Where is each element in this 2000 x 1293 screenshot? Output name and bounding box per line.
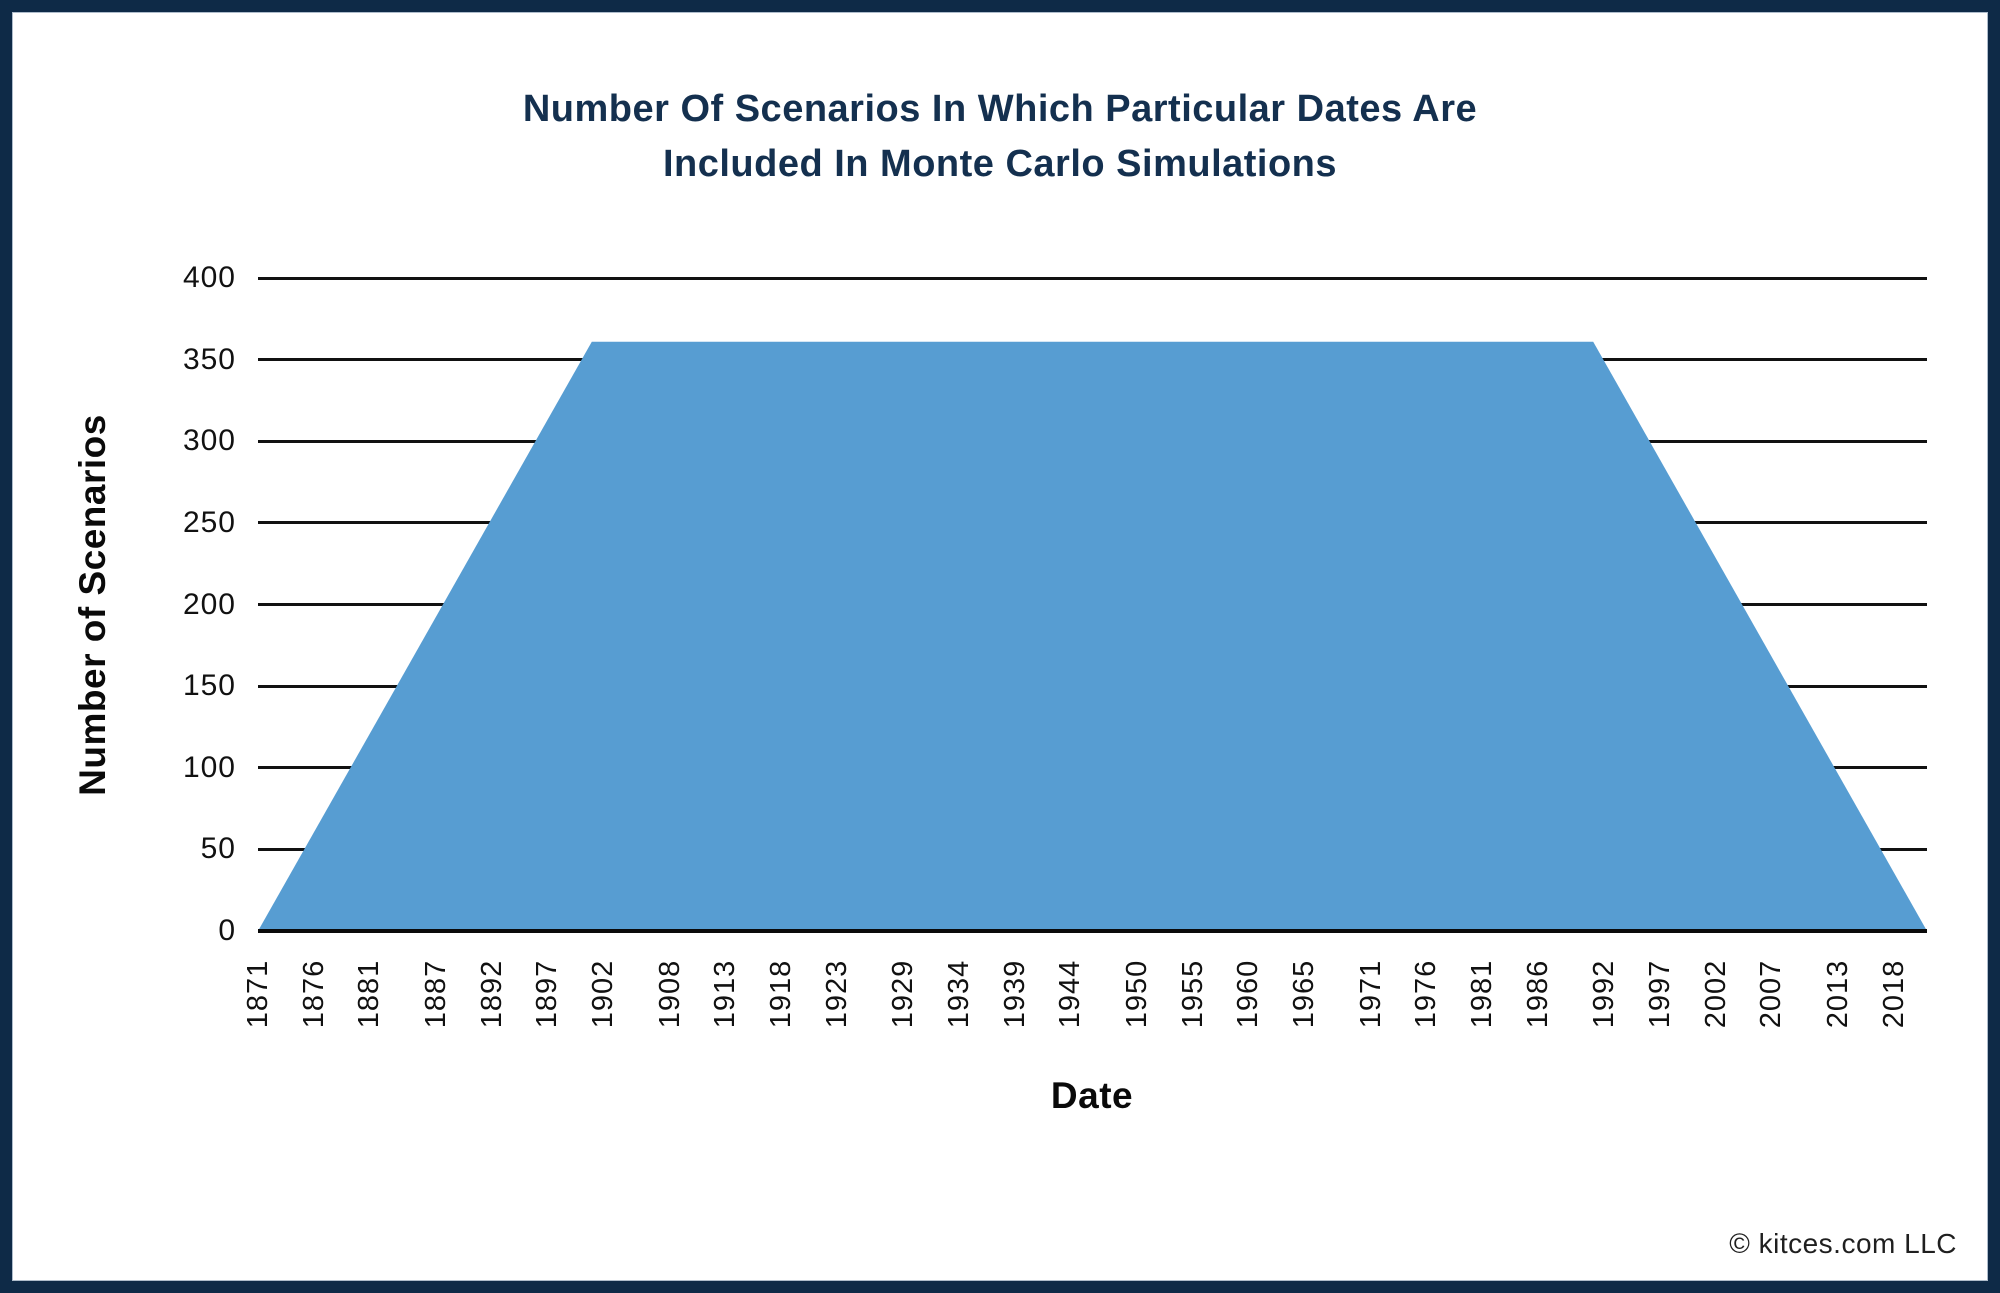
x-tick-label-1971: 1971	[1354, 959, 1387, 1029]
x-tick-label-1908: 1908	[653, 959, 686, 1029]
x-tick-label-1892: 1892	[475, 959, 508, 1029]
x-tick-label-1881: 1881	[353, 959, 386, 1029]
x-tick-label-1955: 1955	[1176, 959, 1209, 1029]
x-tick-label-1960: 1960	[1232, 959, 1265, 1029]
y-tick-label-400: 400	[182, 261, 236, 294]
x-axis-line	[258, 929, 1927, 933]
x-tick-label-1997: 1997	[1643, 959, 1676, 1029]
copyright-text: © kitces.com LLC	[1729, 1228, 1957, 1259]
x-tick-label-1876: 1876	[297, 959, 330, 1029]
y-tick-label-0: 0	[218, 914, 236, 947]
x-tick-label-1992: 1992	[1588, 959, 1621, 1029]
x-tick-label-1944: 1944	[1054, 959, 1087, 1029]
x-tick-label-1981: 1981	[1465, 959, 1498, 1029]
y-tick-label-100: 100	[182, 750, 236, 784]
x-tick-label-1950: 1950	[1121, 959, 1153, 1029]
x-tick-label-1976: 1976	[1410, 959, 1443, 1029]
x-tick-label-2018: 2018	[1877, 959, 1910, 1029]
chart-title-line-1: Number Of Scenarios In Which Particular …	[522, 88, 1478, 130]
x-tick-label-1871: 1871	[242, 959, 274, 1029]
y-tick-label-200: 200	[182, 587, 236, 621]
x-tick-label-2002: 2002	[1699, 959, 1732, 1029]
x-tick-label-1887: 1887	[420, 959, 453, 1029]
x-tick-label-1965: 1965	[1287, 959, 1320, 1029]
x-axis-title: Date	[1050, 1075, 1134, 1116]
area-polygon	[258, 341, 1927, 931]
gridline-400	[258, 276, 1927, 280]
x-tick-label-1923: 1923	[820, 959, 853, 1029]
plot-area	[258, 276, 1927, 933]
chart-title: Number Of Scenarios In Which Particular …	[0, 82, 2000, 192]
y-tick-label-150: 150	[182, 669, 236, 703]
x-tick-label-1939: 1939	[998, 959, 1031, 1029]
x-tick-label-1918: 1918	[764, 959, 797, 1029]
y-tick-label-300: 300	[182, 424, 236, 458]
x-tick-label-2007: 2007	[1755, 959, 1788, 1029]
x-tick-label-1897: 1897	[531, 959, 564, 1029]
x-tick-label-2013: 2013	[1821, 959, 1854, 1029]
x-tick-label-1986: 1986	[1521, 959, 1554, 1029]
x-tick-label-1902: 1902	[586, 959, 619, 1029]
area-series	[258, 341, 1927, 931]
x-tick-label-1929: 1929	[887, 959, 920, 1029]
x-tick-label-1934: 1934	[942, 959, 975, 1029]
y-tick-label-50: 50	[200, 832, 236, 866]
x-tick-label-1913: 1913	[709, 959, 742, 1029]
y-tick-label-350: 350	[182, 342, 236, 376]
chart-title-line-2: Included In Monte Carlo Simulations	[662, 143, 1338, 185]
y-tick-label-250: 250	[182, 505, 236, 539]
